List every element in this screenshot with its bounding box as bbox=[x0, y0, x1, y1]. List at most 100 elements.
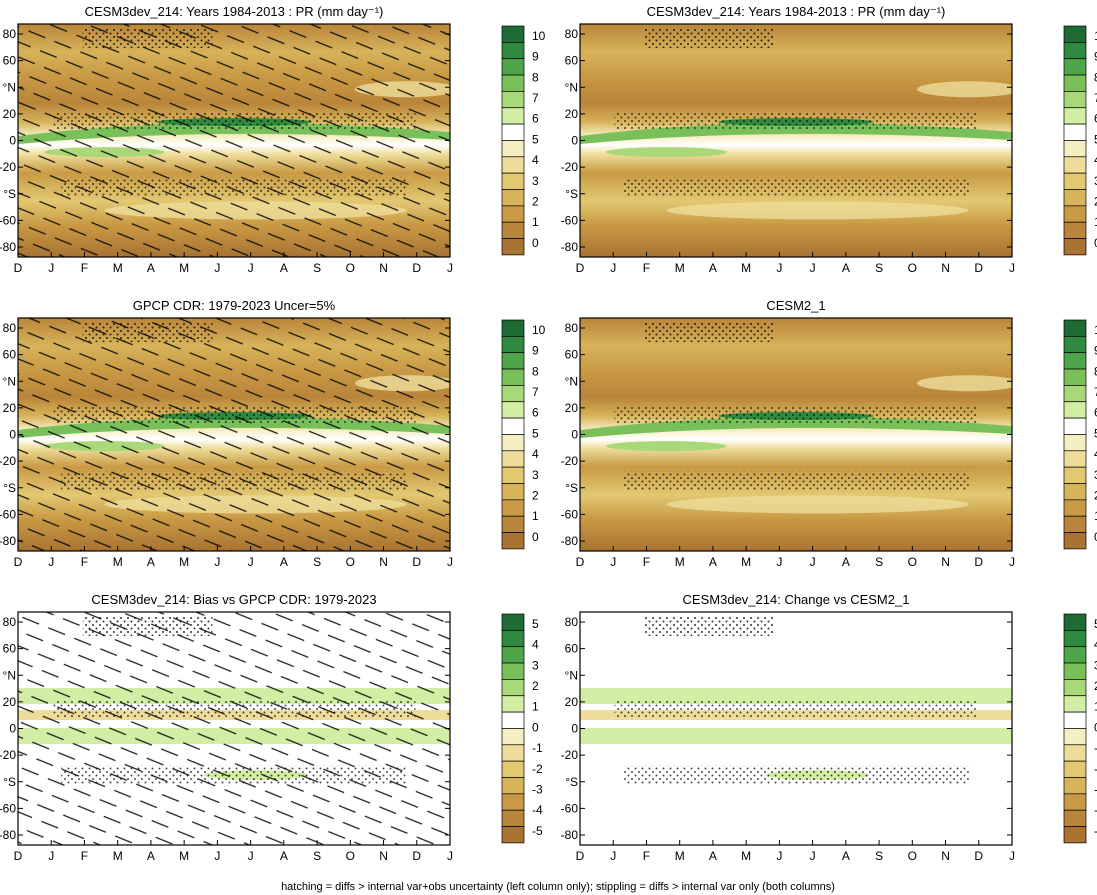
colorbar-label: 8 bbox=[532, 70, 539, 84]
y-tick-label: -80 bbox=[0, 828, 16, 842]
subtropic-band bbox=[666, 495, 969, 514]
y-tick-label: -60 bbox=[561, 213, 579, 227]
y-tick-label: -80 bbox=[561, 240, 579, 254]
x-tick-label: M bbox=[675, 555, 685, 569]
x-tick-label: N bbox=[379, 849, 388, 863]
plot-area bbox=[18, 318, 450, 551]
y-tick-label: 60 bbox=[3, 642, 17, 656]
x-tick-label: F bbox=[81, 261, 88, 275]
x-tick-label: M bbox=[741, 849, 751, 863]
x-tick-label: J bbox=[447, 261, 453, 275]
figure-caption: hatching = diffs > internal var+obs unce… bbox=[281, 881, 835, 893]
colorbar-swatch bbox=[1063, 760, 1087, 778]
x-tick-label: J bbox=[248, 261, 254, 275]
y-tick-label: 0 bbox=[571, 134, 578, 148]
colorbar-label: 6 bbox=[532, 112, 539, 126]
y-tick-label: -60 bbox=[0, 213, 16, 227]
x-tick-label: J bbox=[214, 849, 220, 863]
colorbar-swatch bbox=[1063, 91, 1087, 109]
y-tick-label: -60 bbox=[0, 801, 16, 815]
colorbar-label: 4 bbox=[1094, 638, 1097, 652]
x-tick-label: O bbox=[346, 261, 355, 275]
colorbar-swatch bbox=[501, 434, 525, 452]
colorbar-swatch bbox=[501, 450, 525, 468]
colorbar-label: 9 bbox=[1094, 50, 1097, 64]
colorbar-swatch bbox=[1063, 319, 1087, 337]
y-tick-label: -20 bbox=[0, 454, 16, 468]
x-tick-label: A bbox=[280, 555, 288, 569]
x-tick-label: A bbox=[842, 849, 850, 863]
x-tick-label: A bbox=[147, 849, 155, 863]
y-tick-label: -20 bbox=[561, 748, 579, 762]
x-tick-label: D bbox=[974, 261, 983, 275]
y-tick-label: °N bbox=[565, 374, 578, 388]
y-tick-label: °S bbox=[3, 481, 16, 495]
colorbar-swatch bbox=[501, 401, 525, 419]
stippling bbox=[644, 616, 775, 636]
colorbar-swatch bbox=[501, 809, 525, 827]
colorbar-label: 5 bbox=[1094, 617, 1097, 631]
colorbar-label: -2 bbox=[532, 762, 543, 776]
colorbar-swatch bbox=[501, 711, 525, 729]
x-tick-label: M bbox=[179, 555, 189, 569]
spcz-band bbox=[605, 147, 727, 158]
colorbar-label: 0 bbox=[532, 720, 539, 734]
colorbar-swatch bbox=[1063, 499, 1087, 517]
colorbar-swatch bbox=[501, 532, 525, 550]
stippling bbox=[614, 700, 978, 719]
colorbar-swatch bbox=[501, 91, 525, 109]
chart-panel-2: CESM3dev_214: Years 1984-2013 : PR (mm d… bbox=[561, 4, 1097, 275]
colorbar-swatch bbox=[501, 156, 525, 174]
colorbar-label: 10 bbox=[532, 29, 546, 43]
stippling bbox=[614, 112, 978, 131]
colorbar-swatch bbox=[501, 515, 525, 533]
colorbar-label: 6 bbox=[532, 406, 539, 420]
positive-diff-band bbox=[580, 688, 1012, 705]
x-tick-label: M bbox=[113, 555, 123, 569]
colorbar-label: 3 bbox=[532, 174, 539, 188]
x-tick-label: A bbox=[147, 261, 155, 275]
x-tick-label: D bbox=[974, 849, 983, 863]
subtropic-band bbox=[916, 375, 1012, 392]
spcz-band bbox=[605, 441, 727, 452]
colorbar-swatch bbox=[1063, 221, 1087, 239]
colorbar-swatch bbox=[1063, 74, 1087, 92]
x-tick-label: N bbox=[941, 555, 950, 569]
colorbar-swatch bbox=[1063, 629, 1087, 648]
colorbar-swatch bbox=[501, 777, 525, 795]
colorbar-label: 1 bbox=[1094, 509, 1097, 523]
colorbar-swatch bbox=[1063, 809, 1087, 827]
x-tick-label: S bbox=[313, 261, 321, 275]
colorbar-label: 3 bbox=[532, 658, 539, 672]
colorbar-label: 1 bbox=[532, 509, 539, 523]
colorbar-swatch bbox=[1063, 450, 1087, 468]
colorbar-label: 2 bbox=[532, 194, 539, 208]
plot-area bbox=[580, 612, 1012, 845]
panel-title: CESM2_1 bbox=[766, 298, 825, 313]
y-tick-label: 60 bbox=[3, 54, 17, 68]
y-tick-label: 80 bbox=[565, 321, 579, 335]
colorbar-swatch bbox=[501, 826, 525, 844]
y-tick-label: 80 bbox=[3, 615, 17, 629]
colorbar-swatch bbox=[1063, 352, 1087, 370]
x-tick-label: J bbox=[810, 849, 816, 863]
x-tick-label: A bbox=[842, 261, 850, 275]
subtropic-band bbox=[916, 81, 1012, 98]
y-tick-label: °S bbox=[565, 187, 578, 201]
stippling bbox=[614, 406, 978, 425]
x-tick-label: F bbox=[643, 555, 650, 569]
y-tick-label: 20 bbox=[565, 107, 579, 121]
x-tick-label: J bbox=[610, 261, 616, 275]
y-tick-label: -60 bbox=[561, 507, 579, 521]
plot-area bbox=[580, 24, 1012, 257]
x-tick-label: N bbox=[379, 555, 388, 569]
colorbar-swatch bbox=[501, 728, 525, 746]
y-tick-label: -20 bbox=[0, 748, 16, 762]
y-tick-label: °N bbox=[565, 668, 578, 682]
colorbar-swatch bbox=[1063, 515, 1087, 533]
colorbar-label: 3 bbox=[1094, 468, 1097, 482]
y-tick-label: -60 bbox=[561, 801, 579, 815]
colorbar-swatch bbox=[501, 613, 525, 631]
colorbar-label: -5 bbox=[1094, 824, 1097, 838]
